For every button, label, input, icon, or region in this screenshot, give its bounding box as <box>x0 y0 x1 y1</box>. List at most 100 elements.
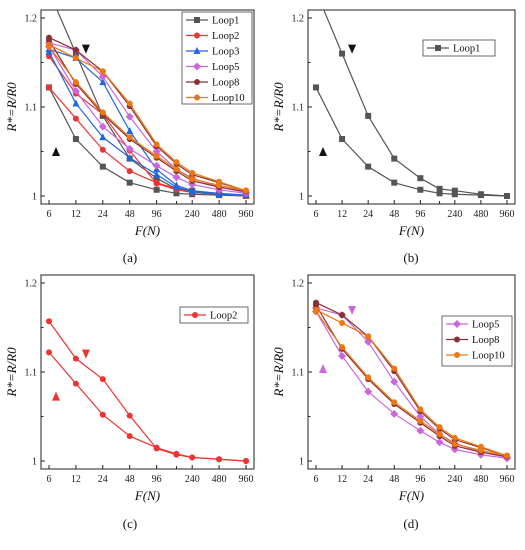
y-tick-label: 1.2 <box>292 14 305 25</box>
data-point-loop1 <box>451 191 458 198</box>
data-point-loop5 <box>338 351 347 360</box>
direction-arrow-down <box>348 306 357 316</box>
data-point-loop8 <box>46 37 52 44</box>
panel-a: 6 12 24 48 96 240 480 960 1 1.1 1.2 F(N) R*=R/R0 (a) L… <box>4 9 255 265</box>
legend-marker <box>194 94 200 101</box>
x-axis-label: F(N) <box>134 488 160 503</box>
y-axis-label: R*=R/R0 <box>271 82 286 133</box>
data-point-loop3 <box>99 78 107 86</box>
data-point-loop2 <box>153 179 160 186</box>
y-tick-label: 1.1 <box>292 103 305 114</box>
data-point-loop2 <box>99 376 106 383</box>
data-point-loop5 <box>416 426 425 435</box>
data-point-loop10 <box>126 100 133 107</box>
data-point-loop1 <box>436 190 443 197</box>
data-point-loop1 <box>339 136 346 143</box>
x-tick-label: 480 <box>473 474 488 485</box>
x-axis-label: F(N) <box>398 488 424 503</box>
data-point-loop3 <box>126 127 134 135</box>
y-tick-label: 1.1 <box>292 368 305 379</box>
data-point-loop8 <box>313 302 319 309</box>
direction-arrow-down <box>81 349 90 359</box>
x-tick-label: 6 <box>47 474 52 485</box>
data-point-loop10 <box>126 134 133 141</box>
y-tick-label: 1 <box>299 457 304 468</box>
y-tick-label: 1.2 <box>292 279 305 290</box>
x-tick-label: 6 <box>47 209 52 220</box>
data-point-loop2 <box>46 318 52 325</box>
x-tick-label: 960 <box>500 209 515 220</box>
data-point-loop8 <box>339 312 346 319</box>
data-point-loop10 <box>313 308 319 315</box>
data-point-loop10 <box>216 182 223 189</box>
data-point-loop1 <box>313 84 319 91</box>
data-point-loop10 <box>99 109 106 116</box>
x-tick-label: 24 <box>98 474 108 485</box>
series-group <box>313 10 510 199</box>
x-tick-label: 480 <box>212 209 227 220</box>
data-point-loop2 <box>126 412 133 419</box>
data-point-loop10 <box>436 424 443 431</box>
data-point-loop10 <box>99 68 106 75</box>
data-point-loop10 <box>46 43 52 50</box>
x-tick-label: 96 <box>152 474 162 485</box>
data-point-loop1 <box>339 50 346 57</box>
legend-label: Loop8 <box>472 335 499 346</box>
data-point-loop10 <box>417 406 424 413</box>
data-point-loop10 <box>451 434 458 441</box>
legend: Loop1 Loop2 Loop3 Loop5 Loop8 Loop10 <box>181 11 253 105</box>
series-group <box>46 318 249 464</box>
legend-label: Loop8 <box>212 78 239 89</box>
legend-box <box>422 39 496 57</box>
legend-marker <box>194 79 200 85</box>
panel-d: 6 12 24 48 96 240 480 960 1 1.1 1.2 F(N) R*=R/R0 (d) L… <box>271 274 516 531</box>
data-point-loop1 <box>451 187 458 194</box>
data-point-loop2 <box>189 454 196 461</box>
data-point-loop2 <box>243 458 249 464</box>
direction-arrow-down <box>348 44 357 54</box>
x-tick-label: 960 <box>239 209 254 220</box>
legend-label: Loop5 <box>212 62 239 73</box>
panel-caption: (b) <box>403 250 418 265</box>
x-tick-label: 12 <box>337 474 347 485</box>
legend-label: Loop1 <box>212 16 239 27</box>
y-tick-label: 1 <box>32 457 37 468</box>
y-axis-label: R*=R/R0 <box>4 82 19 133</box>
legend-marker <box>435 45 441 51</box>
x-tick-label: 960 <box>500 474 515 485</box>
data-point-loop5 <box>435 438 444 447</box>
x-tick-label: 480 <box>212 474 227 485</box>
data-point-loop10 <box>153 141 160 148</box>
x-axis-label: F(N) <box>398 223 424 238</box>
data-point-loop1 <box>391 179 398 186</box>
data-point-loop5 <box>98 122 107 131</box>
x-tick-label: 240 <box>185 209 200 220</box>
data-point-loop10 <box>72 55 79 62</box>
data-point-loop2 <box>46 349 52 356</box>
x-tick-label: 96 <box>152 209 162 220</box>
panel-caption: (a) <box>123 250 137 265</box>
x-tick-label: 240 <box>185 474 200 485</box>
x-tick-label: 96 <box>415 474 425 485</box>
legend-marker <box>454 352 460 358</box>
legend-box <box>181 11 253 105</box>
direction-arrow-up <box>52 391 60 401</box>
data-point-loop10 <box>173 166 180 173</box>
x-tick-label: 48 <box>125 474 135 485</box>
x-tick-label: 24 <box>363 209 373 220</box>
direction-arrow-up <box>319 147 327 157</box>
data-point-loop2 <box>173 450 180 457</box>
panel-caption: (d) <box>403 516 418 531</box>
legend-marker <box>454 336 460 343</box>
data-point-loop2 <box>72 355 79 362</box>
data-point-loop3 <box>172 183 180 191</box>
panel-caption: (c) <box>123 516 137 531</box>
x-tick-label: 6 <box>314 474 319 485</box>
x-tick-label: 960 <box>239 474 254 485</box>
x-tick-label: 24 <box>98 209 108 220</box>
data-point-loop10 <box>339 344 346 351</box>
data-point-loop5 <box>390 377 399 386</box>
y-tick-label: 1 <box>299 192 304 203</box>
legend-label: Loop5 <box>472 320 499 331</box>
